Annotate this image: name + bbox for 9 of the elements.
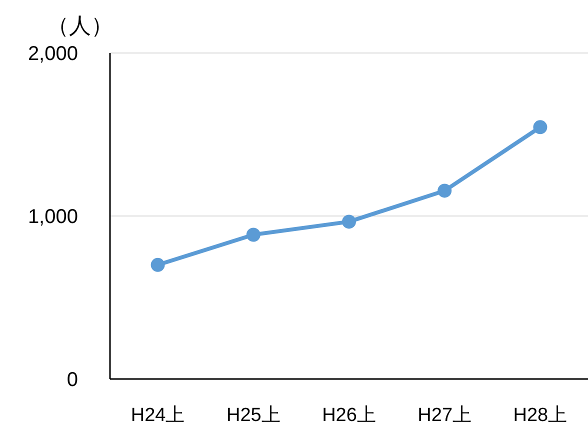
ylabel: （人） — [47, 13, 113, 38]
ytick-label: 1,000 — [28, 206, 78, 228]
ytick-label: 2,000 — [28, 43, 78, 65]
xtick-label: H27上 — [418, 405, 472, 426]
xtick-label: H25上 — [226, 405, 280, 426]
xtick-label: H24上 — [130, 405, 185, 426]
ytick-label: 0 — [66, 369, 78, 391]
xtick-label: H26上 — [322, 405, 376, 426]
xtick-label: H28上 — [513, 405, 568, 426]
